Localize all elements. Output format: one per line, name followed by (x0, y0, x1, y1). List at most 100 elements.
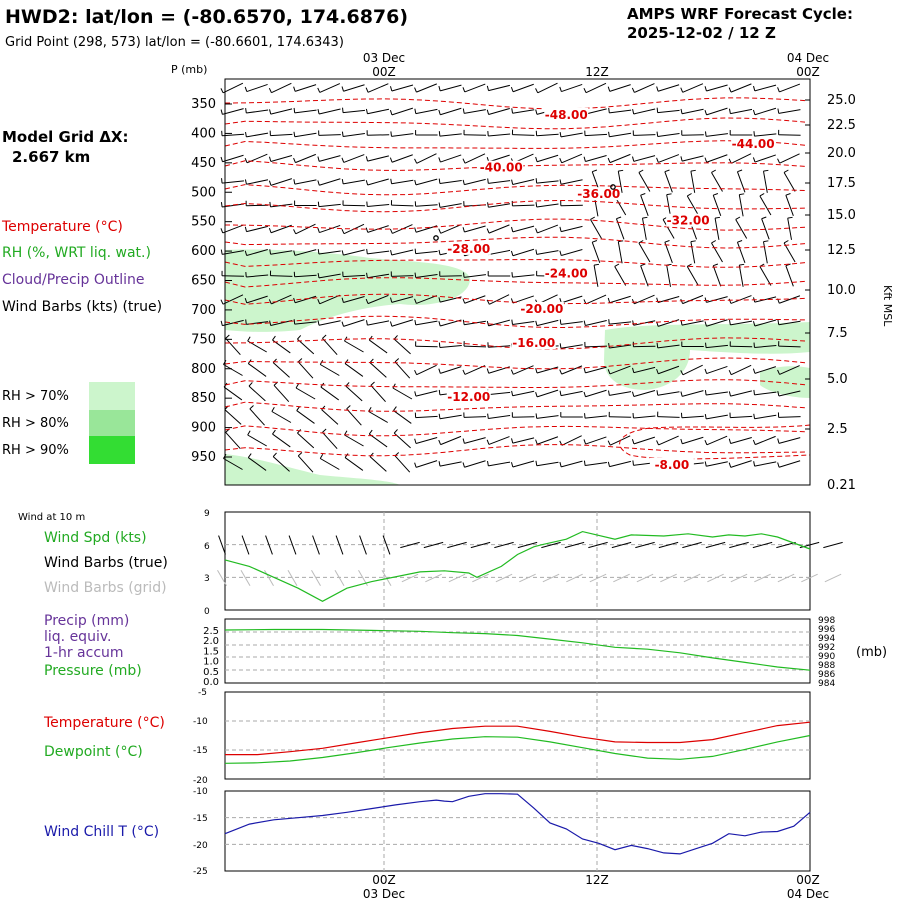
wind-barb (712, 263, 722, 287)
wind-barb (511, 179, 535, 185)
wind-barb (389, 154, 413, 163)
wind-barb (752, 154, 776, 163)
wind-barb (247, 430, 267, 447)
wind-barb-flag (511, 108, 514, 114)
legend-temperature: Temperature (°C) (1, 219, 123, 235)
wind-barb-shaft (666, 194, 672, 217)
wind-barb (511, 412, 535, 418)
wind-barb (657, 411, 680, 418)
wind-barb (245, 131, 269, 138)
wind-barb-flag (728, 369, 732, 375)
wind-barb (414, 436, 438, 445)
wind-ytick-3: 3 (204, 574, 210, 584)
wind-barb-shaft (440, 107, 462, 116)
wind-barb (293, 295, 317, 304)
wind-barb-true (588, 541, 608, 549)
wind-barb-shaft (633, 108, 656, 115)
wind-barb-flag (268, 87, 272, 93)
wind-barb-shaft (657, 109, 680, 114)
pressure-tick-label: 550 (191, 215, 216, 230)
wind-barb (735, 216, 748, 239)
wind-barb (535, 413, 559, 419)
wind-barb-shaft (536, 389, 559, 398)
wind-barb (535, 319, 559, 327)
wind-barb-true (517, 541, 538, 549)
wind-barb-shaft (682, 364, 703, 376)
wind-barb-shaft (682, 294, 704, 305)
wind-barb-shaft (614, 266, 627, 286)
wind-barb-shaft (512, 320, 535, 326)
wind-barb (738, 193, 745, 217)
wind-barb-shaft (246, 248, 268, 257)
top-time-12z: 12Z (585, 65, 609, 79)
wind-barb-flag (393, 406, 397, 411)
wind-barb-flag (559, 226, 562, 232)
wind-barb (640, 263, 649, 287)
temperature-label-bg (544, 266, 589, 280)
wind-barb-shaft (246, 274, 269, 278)
wind-barb (268, 178, 293, 186)
wind-barb-shaft (270, 250, 293, 255)
wind-barb (293, 153, 316, 164)
wind-barb-shaft (609, 344, 632, 349)
wind-barb-flag (293, 157, 296, 163)
wind-barb-shaft (393, 410, 412, 424)
wind-barb (487, 460, 511, 467)
wind-barb-shaft (754, 345, 777, 348)
wind-barb-flag (365, 320, 368, 326)
wind-barb-flag (631, 87, 635, 93)
rh-90-swatch (89, 436, 135, 464)
wind-barb (438, 413, 462, 420)
wind-barb (273, 381, 290, 403)
wind-barb-flag (618, 169, 624, 172)
wind-barb-flag (632, 320, 635, 326)
wind-barb (368, 429, 388, 448)
wind-barb (221, 178, 244, 184)
wind-barb-shaft (638, 242, 651, 263)
wind-barb (656, 365, 680, 375)
wind-barb-flag (368, 335, 373, 341)
wind-barb (389, 84, 414, 92)
wind-barb-shaft (391, 84, 414, 92)
wind-barb-shaft (440, 84, 462, 92)
wind-barb-grid (448, 573, 466, 583)
wind-barb (414, 412, 438, 419)
wind-barb (704, 390, 728, 396)
wind-barb (369, 358, 387, 378)
wind-barb-shaft (754, 366, 777, 374)
pressure-tick-label: 650 (191, 274, 216, 289)
wind-barb-shaft (294, 179, 317, 185)
wind-barb-flag (414, 369, 418, 375)
wind-barb-shaft (560, 344, 583, 349)
wind-barb-shaft (561, 225, 583, 233)
wind-barb-grid (801, 573, 818, 583)
wind-barb-shaft (464, 437, 486, 444)
wind-barb-flag (317, 87, 321, 93)
wind-barb (608, 319, 632, 325)
rh-80-label: RH > 80% (2, 416, 69, 431)
wind-barb (245, 108, 269, 114)
wind-barb-shaft (761, 218, 770, 240)
temperature-contour (224, 140, 806, 149)
wind-barb-shaft (343, 109, 365, 114)
forecast-cycle-title: AMPS WRF Forecast Cycle: (627, 5, 853, 23)
wind-barb-shaft (391, 249, 414, 256)
top-date-left: 03 Dec (363, 51, 405, 65)
wind-barb-flag (293, 131, 296, 137)
wind-barb (510, 248, 535, 257)
temperature-contour-label: -28.00 (447, 242, 490, 256)
rh-region-upper-left (225, 249, 470, 332)
wind-barb-flag (268, 227, 272, 233)
wind-barb-shaft (342, 274, 366, 278)
temperature-contour (224, 236, 806, 249)
wind-barb-shaft (657, 391, 680, 396)
wind-barb (535, 178, 559, 184)
wind-barb-shaft (391, 179, 414, 185)
wind-barb (220, 82, 244, 94)
wind-barb-shaft (633, 134, 656, 136)
wind-barb (640, 193, 649, 217)
wind-barb-shaft (319, 155, 341, 162)
wind-barb-grid (754, 573, 771, 583)
wind-barb-true (288, 535, 297, 555)
wind-barb (704, 413, 728, 420)
